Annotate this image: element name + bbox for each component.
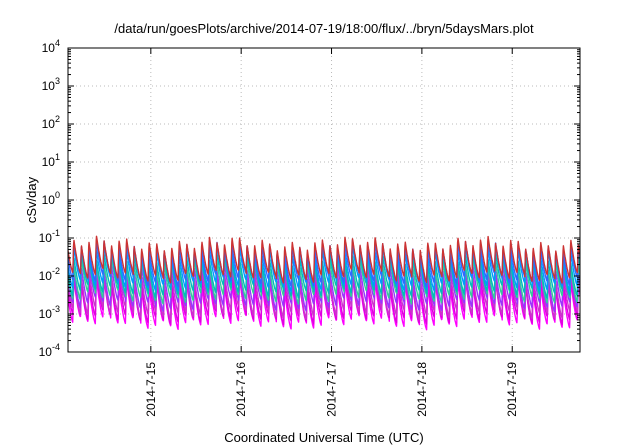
- y-tick-label: 10-3: [39, 304, 60, 321]
- chart-title: /data/run/goesPlots/archive/2014-07-19/1…: [114, 21, 534, 36]
- series-layer: [68, 235, 580, 331]
- y-tick-label: 100: [42, 190, 60, 207]
- x-tick-label: 2014-7-19: [505, 362, 519, 417]
- y-tick-label: 10-2: [39, 266, 60, 283]
- x-axis-label: Coordinated Universal Time (UTC): [224, 430, 423, 445]
- y-tick-label: 103: [42, 76, 60, 93]
- y-tick-label: 102: [42, 114, 60, 131]
- y-axis-label: cSv/day: [24, 176, 39, 223]
- y-tick-label: 10-4: [39, 342, 60, 359]
- series-line: [68, 261, 580, 313]
- y-axis: 104 103 102 101 100 10-1 10-2 10-3 10-4: [39, 38, 580, 359]
- x-tick-label: 2014-7-17: [325, 362, 339, 417]
- x-tick-label: 2014-7-16: [234, 362, 248, 417]
- y-tick-label: 101: [42, 152, 60, 169]
- x-tick-label: 2014-7-18: [415, 362, 429, 417]
- series-line: [68, 255, 580, 305]
- series-line: [68, 235, 580, 284]
- y-tick-label: 10-1: [39, 228, 60, 245]
- x-axis: 2014-7-15 2014-7-16 2014-7-17 2014-7-18 2014…: [144, 48, 519, 417]
- series-line: [68, 250, 580, 300]
- y-tick-label: 104: [42, 38, 60, 55]
- x-tick-label: 2014-7-15: [144, 362, 158, 417]
